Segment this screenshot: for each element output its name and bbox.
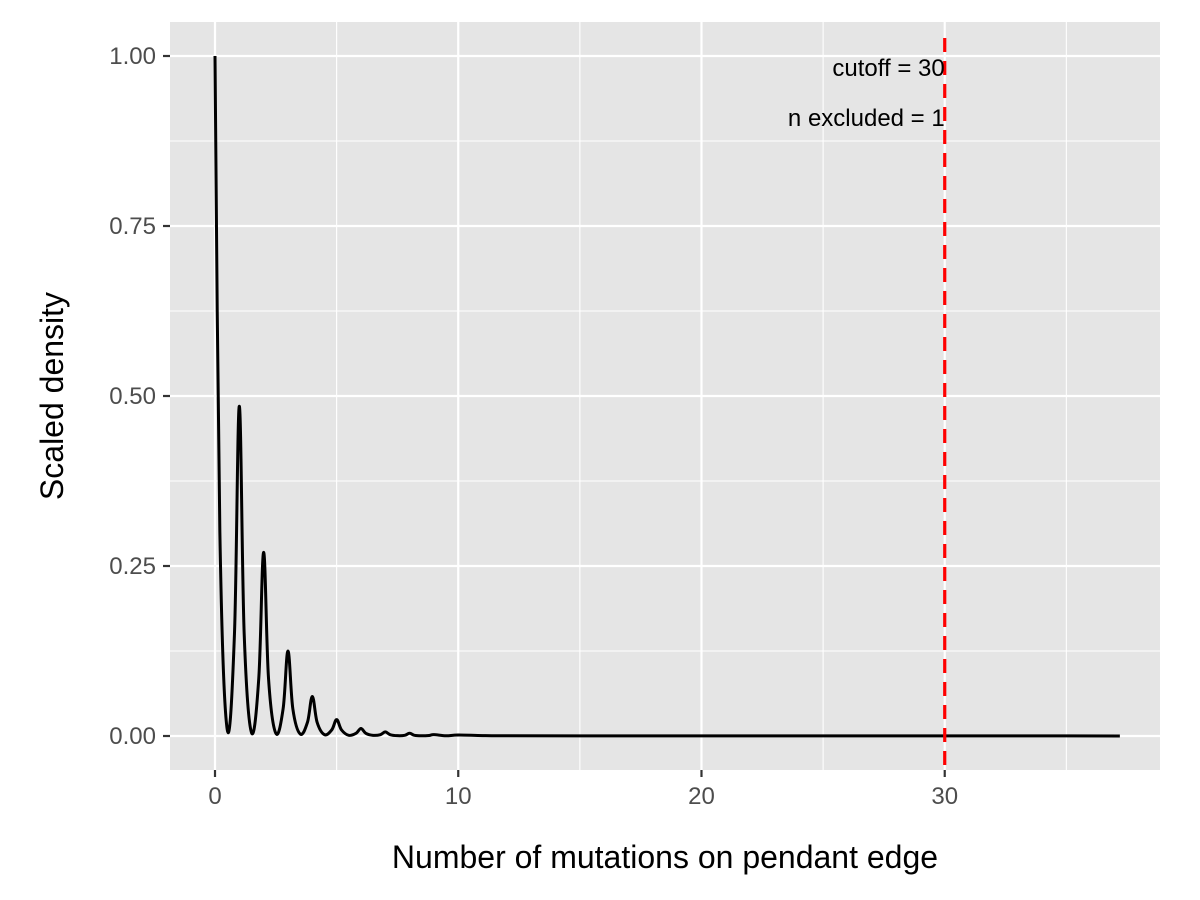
y-tick-label: 0.50	[109, 383, 156, 410]
x-axis: 0 10 20 30	[208, 770, 958, 810]
x-axis-title: Number of mutations on pendant edge	[392, 839, 938, 875]
y-axis: 0.00 0.25 0.50 0.75 1.00	[109, 43, 170, 750]
annotations: cutoff = 30 n excluded = 1	[788, 55, 945, 132]
x-tick-label: 0	[208, 783, 221, 810]
y-axis-title: Scaled density	[34, 292, 70, 500]
y-tick-label: 0.75	[109, 213, 156, 240]
x-tick-label: 30	[931, 783, 958, 810]
excluded-annotation: n excluded = 1	[788, 105, 945, 132]
y-tick-label: 0.25	[109, 553, 156, 580]
cutoff-annotation: cutoff = 30	[832, 55, 944, 82]
y-tick-label: 0.00	[109, 723, 156, 750]
x-tick-label: 10	[445, 783, 472, 810]
density-line	[213, 55, 1120, 738]
x-tick-label: 20	[688, 783, 715, 810]
density-series	[213, 55, 1120, 738]
y-tick-label: 1.00	[109, 43, 156, 70]
